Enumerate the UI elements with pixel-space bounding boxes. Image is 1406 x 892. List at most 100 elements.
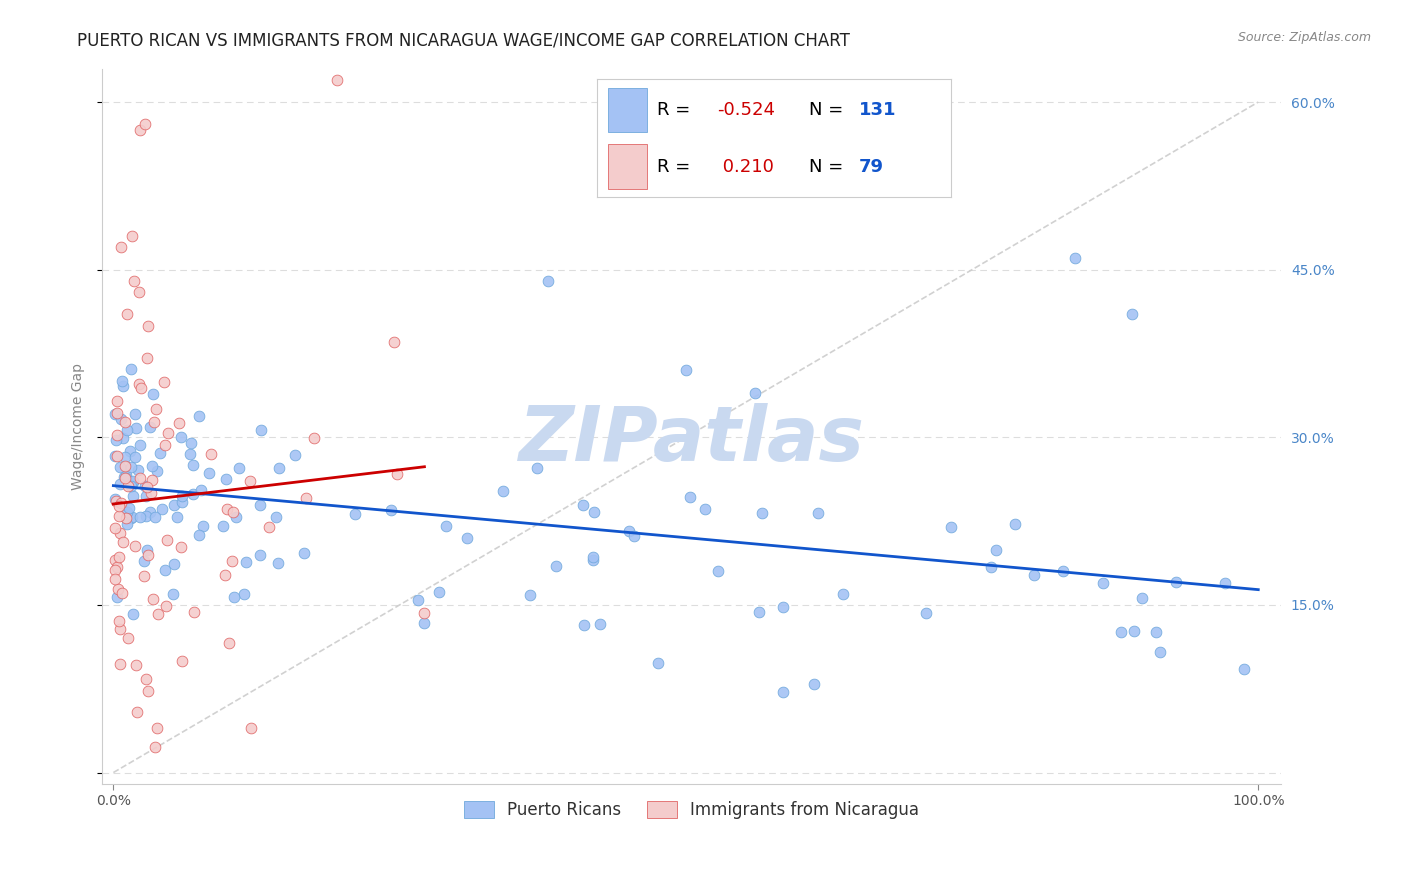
- Point: [105, 494, 128, 508]
- Point: [132, 569, 155, 583]
- Point: [135, 672, 157, 686]
- Point: [155, 599, 177, 613]
- Point: [112, 470, 135, 484]
- Point: [427, 585, 450, 599]
- Point: [170, 430, 193, 444]
- Point: [142, 591, 165, 606]
- Point: [145, 402, 167, 417]
- Point: [1130, 591, 1153, 605]
- Point: [138, 548, 160, 562]
- Point: [138, 505, 160, 519]
- Point: [136, 351, 159, 365]
- Point: [259, 520, 281, 534]
- Point: [146, 607, 169, 621]
- Point: [772, 685, 794, 699]
- Point: [120, 510, 142, 524]
- Point: [134, 117, 156, 131]
- Point: [211, 519, 233, 533]
- Point: [120, 362, 142, 376]
- Point: [191, 519, 214, 533]
- Point: [249, 548, 271, 562]
- Point: [382, 334, 405, 349]
- Point: [434, 519, 457, 533]
- Point: [385, 467, 408, 482]
- Text: PUERTO RICAN VS IMMIGRANTS FROM NICARAGUA WAGE/INCOME GAP CORRELATION CHART: PUERTO RICAN VS IMMIGRANTS FROM NICARAGU…: [77, 31, 851, 49]
- Point: [1121, 307, 1143, 321]
- Point: [152, 502, 174, 516]
- Y-axis label: Wage/Income Gap: Wage/Income Gap: [72, 363, 86, 490]
- Point: [526, 461, 548, 475]
- Point: [132, 554, 155, 568]
- Point: [232, 587, 254, 601]
- Point: [169, 416, 191, 430]
- Point: [104, 520, 127, 534]
- Point: [111, 379, 134, 393]
- Point: [1213, 576, 1236, 591]
- Point: [1091, 576, 1114, 591]
- Point: [128, 123, 150, 137]
- Point: [117, 631, 139, 645]
- Point: [115, 471, 138, 485]
- Point: [803, 677, 825, 691]
- Point: [107, 499, 129, 513]
- Point: [537, 274, 560, 288]
- Point: [107, 582, 129, 597]
- Point: [675, 363, 697, 377]
- Point: [127, 705, 149, 719]
- Point: [121, 475, 143, 490]
- Point: [145, 464, 167, 478]
- Point: [915, 606, 938, 620]
- Point: [124, 450, 146, 464]
- Point: [267, 556, 290, 570]
- Point: [693, 502, 716, 516]
- Point: [163, 498, 186, 512]
- Point: [679, 490, 702, 504]
- Point: [122, 607, 145, 621]
- Point: [623, 529, 645, 543]
- Point: [380, 503, 402, 517]
- Point: [114, 468, 136, 483]
- Point: [124, 407, 146, 421]
- Point: [984, 543, 1007, 558]
- Point: [104, 433, 127, 447]
- Point: [221, 554, 243, 568]
- Point: [413, 606, 436, 620]
- Point: [228, 460, 250, 475]
- Point: [111, 374, 134, 388]
- Point: [155, 563, 177, 577]
- Point: [128, 376, 150, 391]
- Point: [149, 445, 172, 459]
- Point: [104, 491, 127, 506]
- Point: [104, 563, 127, 577]
- Point: [188, 409, 211, 423]
- Point: [980, 559, 1002, 574]
- Point: [111, 535, 134, 549]
- Point: [143, 740, 166, 755]
- Point: [135, 508, 157, 523]
- Point: [108, 623, 131, 637]
- Point: [127, 463, 149, 477]
- Point: [156, 533, 179, 547]
- Point: [114, 450, 136, 464]
- Point: [269, 460, 291, 475]
- Point: [117, 479, 139, 493]
- Legend: Puerto Ricans, Immigrants from Nicaragua: Puerto Ricans, Immigrants from Nicaragua: [457, 794, 925, 825]
- Point: [190, 483, 212, 498]
- Point: [105, 428, 128, 442]
- Point: [139, 486, 162, 500]
- Point: [581, 549, 603, 564]
- Point: [141, 473, 163, 487]
- Point: [1052, 564, 1074, 578]
- Point: [115, 505, 138, 519]
- Point: [170, 540, 193, 554]
- Point: [118, 444, 141, 458]
- Point: [110, 240, 132, 254]
- Point: [122, 475, 145, 489]
- Point: [456, 531, 478, 545]
- Point: [105, 393, 128, 408]
- Point: [172, 489, 194, 503]
- Point: [583, 505, 606, 519]
- Point: [115, 510, 138, 524]
- Point: [200, 447, 222, 461]
- Point: [647, 656, 669, 670]
